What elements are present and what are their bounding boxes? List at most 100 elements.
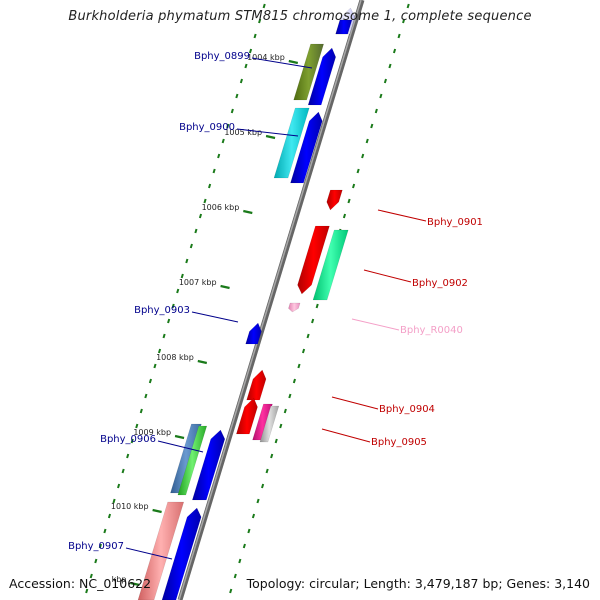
genome-backbone-highlight — [178, 0, 362, 600]
track-dot — [226, 123, 230, 129]
track-dot — [297, 363, 301, 369]
track-dot — [126, 453, 130, 459]
track-dot — [288, 393, 292, 399]
gene-label-bphy-0904[interactable]: Bphy_0904 — [379, 404, 435, 415]
track-dot — [248, 48, 253, 54]
track-dot — [235, 93, 239, 99]
label-leader-line — [377, 209, 427, 222]
tick-label: 1004 kbp — [247, 53, 285, 62]
tick-mark — [288, 59, 299, 65]
track-dot — [157, 348, 162, 354]
track-dot — [311, 318, 315, 324]
track-dot — [217, 153, 221, 159]
feature-salmon — [137, 501, 185, 600]
feature-green — [177, 425, 208, 496]
track-dot — [383, 78, 387, 84]
track-dot — [274, 438, 278, 444]
gene-label-bphy-r0040[interactable]: Bphy_R0040 — [400, 325, 463, 336]
track-dot — [144, 393, 148, 399]
feature-grey — [259, 405, 280, 443]
feature-cyan — [273, 107, 310, 179]
track-dot — [392, 48, 397, 54]
track-dot — [167, 318, 171, 324]
tick-label: 1006 kbp — [202, 203, 240, 212]
gene-label-bphy-0907[interactable]: Bphy_0907 — [68, 541, 124, 552]
track-dot — [279, 423, 283, 429]
track-dot — [112, 498, 116, 504]
track-dot — [356, 168, 360, 174]
genome-backbone — [177, 0, 365, 600]
gene-label-bphy-0899[interactable]: Bphy_0899 — [194, 51, 250, 62]
gene-labels: Bphy_0899 Bphy_0900 Bphy_0901 Bphy_0902 Bphy… — [68, 51, 483, 560]
track-dot — [121, 468, 125, 474]
track-dot — [189, 243, 193, 249]
track-dot — [162, 333, 166, 339]
track-guide-dots — [85, 3, 410, 594]
feature-bphy-r0040 — [288, 302, 301, 313]
topology-text: Topology: circular; Length: 3,479,187 bp… — [246, 576, 590, 591]
track-dot — [89, 573, 93, 579]
track-dot — [153, 363, 157, 369]
track-dot — [251, 513, 256, 519]
tick-label: 1005 kbp — [224, 128, 262, 137]
track-dot — [242, 543, 246, 549]
feature-blue — [335, 19, 353, 35]
track-dot — [342, 213, 347, 219]
track-dot — [347, 198, 351, 204]
track-dot — [258, 18, 262, 24]
track-dot — [98, 543, 102, 549]
track-dot — [185, 258, 189, 264]
map-title: Burkholderia phymatum STM815 chromosome … — [68, 9, 532, 24]
track-dot — [117, 483, 121, 489]
track-dot — [244, 63, 248, 69]
gene-label-bphy-0906[interactable]: Bphy_0906 — [100, 434, 156, 445]
tick-mark — [265, 134, 276, 140]
track-dot — [292, 378, 296, 384]
gene-label-bphy-0905[interactable]: Bphy_0905 — [371, 437, 427, 448]
feature-bphy-0904 — [236, 397, 258, 435]
gene-label-bphy-0903[interactable]: Bphy_0903 — [134, 305, 190, 316]
track-dot — [85, 588, 89, 594]
track-dot — [233, 573, 237, 579]
track-dot — [306, 333, 310, 339]
gene-label-bphy-0901[interactable]: Bphy_0901 — [427, 217, 483, 228]
track-dot — [148, 378, 152, 384]
tick-label: kbp — [112, 575, 127, 584]
label-leader-line — [236, 128, 299, 137]
track-dot — [194, 228, 198, 234]
label-leader-line — [191, 311, 239, 323]
track-dot — [379, 93, 383, 99]
track-dot — [239, 78, 243, 84]
feature-bphy-0902 — [297, 225, 330, 295]
tick-label: 1007 kbp — [179, 278, 217, 287]
feature-bphy-0906 — [191, 429, 226, 501]
tick-mark — [152, 508, 162, 514]
track-dot — [256, 498, 260, 504]
tick-mark — [174, 434, 185, 440]
gene-features — [137, 7, 356, 600]
gene-label-bphy-0900[interactable]: Bphy_0900 — [179, 122, 235, 133]
tick-mark — [243, 209, 253, 215]
feature-bphy-0907 — [161, 507, 202, 600]
track-dot — [139, 408, 143, 414]
feature-bphy-0900 — [290, 111, 323, 184]
track-dot — [397, 33, 401, 39]
track-dot — [253, 33, 257, 39]
scale-ticks: 1004 kbp 1005 kbp 1006 kbp 1007 kbp 1008 kbp… — [111, 53, 299, 587]
track-dot — [361, 153, 365, 159]
track-dot — [230, 108, 234, 114]
track-dot — [301, 348, 306, 354]
track-dot — [352, 183, 356, 189]
track-dot — [180, 273, 184, 279]
track-dot — [176, 288, 180, 294]
label-leader-line — [321, 428, 371, 443]
track-dot — [247, 528, 251, 534]
track-dot — [270, 453, 274, 459]
gene-label-bphy-0902[interactable]: Bphy_0902 — [412, 278, 468, 289]
track-dot — [365, 138, 369, 144]
track-dot — [374, 108, 378, 114]
feature-bphy-0903 — [245, 322, 262, 345]
accession-text: Accession: NC_010622 — [9, 576, 152, 591]
label-leader-line — [251, 57, 313, 69]
track-dot — [171, 303, 175, 309]
